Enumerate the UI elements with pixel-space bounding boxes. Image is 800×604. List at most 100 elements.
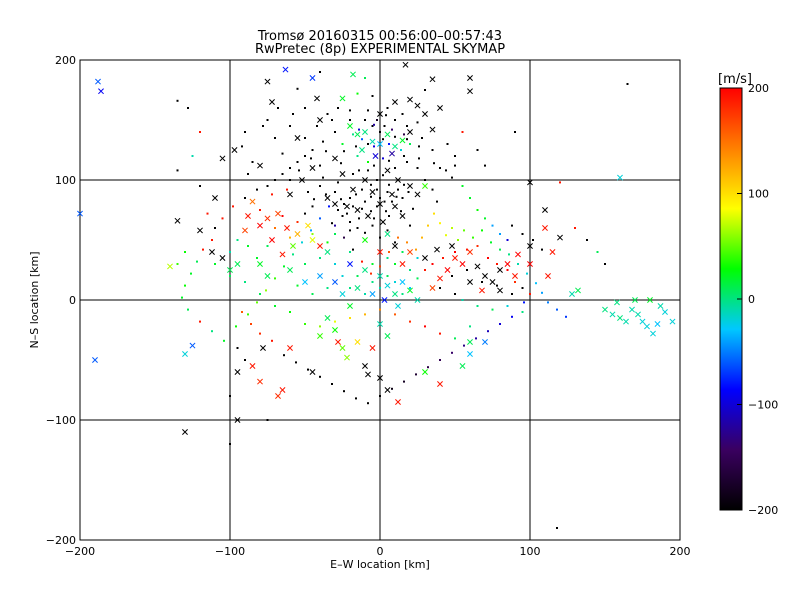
data-point-dot — [325, 193, 327, 196]
data-point-dot — [274, 179, 276, 181]
data-point-dot — [289, 311, 291, 313]
data-point-cross — [335, 339, 341, 345]
data-point-dot — [379, 236, 381, 239]
data-point-dot — [371, 125, 374, 127]
data-point-cross — [449, 243, 455, 249]
data-point-dot — [331, 383, 333, 385]
data-point-dot — [421, 137, 423, 139]
data-point-cross — [290, 243, 296, 249]
data-point-dot — [266, 245, 269, 247]
data-point-dot — [232, 205, 234, 208]
data-point-dot — [373, 164, 375, 167]
data-point-cross — [429, 126, 436, 133]
data-point-cross — [467, 339, 473, 345]
data-point-cross — [354, 285, 361, 291]
data-point-dot — [340, 162, 342, 165]
data-point-cross — [407, 183, 413, 189]
data-point-dot — [391, 200, 393, 203]
data-point-cross — [657, 303, 664, 309]
data-point-cross — [77, 210, 83, 217]
data-point-dot — [445, 169, 447, 172]
data-point-dot — [352, 173, 354, 175]
data-point-cross — [444, 267, 451, 273]
data-point-dot — [190, 272, 192, 275]
data-point-cross — [512, 273, 518, 279]
data-point-cross — [459, 261, 466, 267]
data-point-dot — [281, 215, 284, 217]
data-point-cross — [617, 174, 623, 181]
data-point-dot — [364, 77, 366, 79]
data-point-dot — [400, 210, 402, 213]
data-point-cross — [219, 255, 226, 261]
data-point-dot — [586, 239, 588, 241]
data-point-dot — [343, 390, 345, 393]
data-point-cross — [324, 249, 331, 255]
data-point-dot — [475, 337, 477, 340]
data-point-dot — [383, 125, 386, 127]
data-point-dot — [382, 174, 384, 177]
data-point-cross — [557, 234, 563, 241]
data-point-dot — [394, 119, 396, 121]
data-point-cross — [369, 189, 376, 195]
data-point-dot — [349, 109, 351, 112]
data-point-dot — [373, 123, 375, 126]
data-point-cross — [639, 318, 646, 325]
data-point-dot — [349, 287, 351, 289]
data-point-cross — [644, 323, 650, 330]
data-point-cross — [362, 237, 368, 243]
data-point-dot — [431, 263, 434, 265]
data-point-cross — [317, 243, 323, 249]
x-tick-label: 100 — [520, 545, 541, 558]
data-point-cross — [257, 162, 263, 169]
data-point-cross — [305, 222, 311, 229]
data-point-dot — [476, 209, 479, 211]
data-point-dot — [343, 236, 345, 239]
data-point-cross — [654, 321, 661, 327]
data-point-dot — [541, 291, 543, 294]
data-point-dot — [265, 289, 267, 292]
data-point-cross — [212, 195, 218, 201]
data-point-dot — [356, 275, 359, 277]
data-point-cross — [459, 363, 466, 369]
data-point-dot — [325, 150, 327, 153]
data-point-dot — [334, 131, 336, 133]
data-point-cross — [650, 330, 656, 337]
data-point-dot — [229, 395, 231, 397]
data-point-dot — [373, 217, 375, 220]
data-point-dot — [199, 185, 201, 187]
data-point-cross — [437, 275, 443, 282]
data-point-dot — [424, 89, 426, 91]
data-point-cross — [294, 231, 301, 237]
data-point-dot — [388, 251, 390, 253]
data-point-dot — [476, 245, 479, 247]
data-point-dot — [214, 263, 216, 265]
data-point-cross — [422, 369, 428, 375]
data-point-dot — [457, 239, 459, 241]
data-point-cross — [309, 165, 316, 171]
data-point-dot — [322, 176, 324, 179]
data-point-dot — [409, 269, 411, 271]
data-point-dot — [277, 107, 279, 109]
data-point-cross — [284, 225, 290, 231]
data-point-cross — [549, 249, 556, 255]
data-point-dot — [454, 155, 456, 157]
data-point-dot — [298, 169, 300, 172]
data-point-dot — [304, 323, 306, 325]
data-point-dot — [259, 332, 261, 335]
data-point-dot — [341, 143, 344, 145]
data-point-cross — [381, 297, 388, 303]
data-point-dot — [311, 233, 314, 235]
data-point-cross — [635, 311, 641, 318]
data-point-dot — [356, 155, 359, 157]
data-point-cross — [617, 315, 623, 321]
data-point-dot — [337, 107, 339, 109]
data-point-dot — [274, 305, 276, 307]
data-point-cross — [98, 88, 104, 95]
data-point-dot — [319, 71, 321, 73]
data-point-cross — [467, 88, 473, 95]
data-point-dot — [319, 185, 321, 187]
data-point-dot — [370, 195, 372, 198]
data-point-cross — [489, 279, 496, 285]
data-point-cross — [354, 207, 361, 213]
data-point-dot — [311, 149, 314, 151]
